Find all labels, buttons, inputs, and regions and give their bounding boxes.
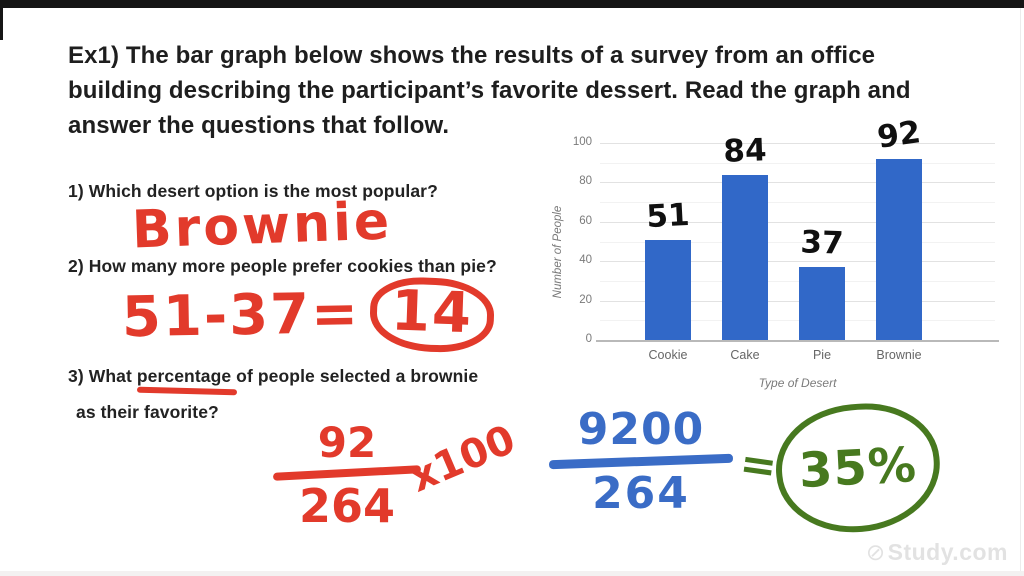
watermark-text: Study.com [887, 539, 1008, 565]
circled-final-answer: 35% [770, 397, 946, 539]
gridline [600, 241, 995, 243]
y-axis-tick: 40 [579, 254, 592, 267]
problem-statement: Ex1) The bar graph below shows the resul… [68, 38, 983, 143]
red-fraction-numerator: 92 [317, 418, 377, 467]
bar-chart: Number of People 0 20 40 60 80 100 51 Cookie 84 C… [545, 114, 1007, 400]
left-border [0, 0, 3, 40]
category-label: Cake [730, 348, 760, 362]
handwritten-value-label: 92 [875, 113, 923, 156]
equals-sign: = [736, 437, 781, 494]
handwritten-work-2: 51-37= 14 [121, 275, 496, 357]
gridline [600, 143, 995, 144]
category-label: Pie [812, 348, 832, 362]
bar-cookie [645, 239, 691, 340]
x-axis-label: Type of Desert [758, 376, 837, 390]
blue-fraction-denominator: 264 [592, 468, 690, 519]
percentage-underline-mark [136, 386, 238, 396]
bar-pie [799, 267, 845, 340]
question-3-line-1: 3) What percentage of people selected a … [68, 366, 479, 386]
question-2: 2) How many more people prefer cookies t… [68, 256, 497, 276]
gridline [600, 202, 995, 204]
gridline [600, 261, 995, 263]
bar-cake [722, 174, 768, 340]
gridline [600, 162, 995, 164]
blue-fraction-bar [548, 453, 734, 470]
handwritten-value-label: 37 [799, 224, 845, 262]
x-axis-baseline [596, 340, 999, 342]
circled-answer-14: 14 [368, 275, 496, 354]
gridline [600, 182, 995, 184]
y-axis-tick: 0 [585, 333, 592, 345]
handwritten-answer-1: Brownie [131, 191, 394, 261]
handwritten-value-label: 84 [722, 131, 768, 170]
watermark: ⊘Study.com [866, 539, 1008, 566]
y-axis-tick: 80 [579, 175, 592, 188]
final-answer-percent: 35% [797, 436, 919, 500]
question-3-line-2: as their favorite? [76, 402, 219, 422]
gridline [600, 300, 995, 302]
problem-statement-line-2: building describing the participant’s fa… [68, 77, 911, 104]
bar-brownie [876, 158, 922, 340]
handwritten-value-label: 51 [645, 196, 691, 235]
gridline [600, 221, 995, 223]
red-fraction-denominator: 264 [298, 479, 396, 533]
problem-statement-line-1: Ex1) The bar graph below shows the resul… [68, 42, 876, 69]
top-border [0, 0, 1024, 8]
question-1: 1) Which desert option is the most popul… [68, 181, 438, 201]
problem-statement-line-3: answer the questions that follow. [68, 112, 450, 139]
gridline [600, 280, 995, 282]
gridline [600, 320, 995, 322]
y-axis-tick: 20 [579, 293, 592, 306]
blue-fraction-numerator: 9200 [577, 404, 705, 455]
right-border [1020, 8, 1021, 576]
red-fraction: 92 264 [272, 418, 422, 533]
category-label: Brownie [876, 348, 922, 362]
subtraction-expression: 51-37= [121, 281, 361, 351]
y-axis-tick: 60 [579, 214, 592, 227]
study-logo-icon: ⊘ [865, 539, 886, 565]
blue-fraction: 9200 264 [548, 404, 734, 519]
category-label: Cookie [648, 348, 688, 362]
y-axis-tick: 100 [572, 136, 592, 148]
bottom-border [0, 571, 1024, 576]
